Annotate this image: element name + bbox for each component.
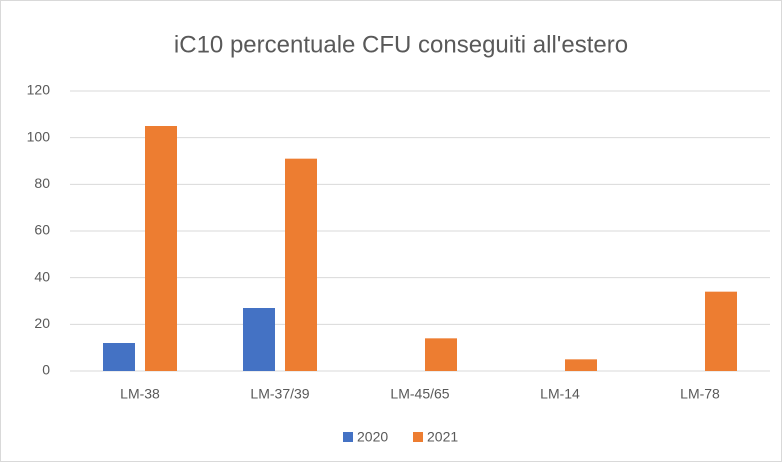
y-tick-label: 120 [27,82,51,98]
y-tick-label: 0 [42,362,50,378]
x-tick-label: LM-38 [120,386,160,402]
legend-label: 2021 [427,429,458,445]
chart-title: iC10 percentuale CFU conseguiti all'este… [174,31,628,58]
y-tick-label: 20 [34,315,50,331]
x-tick-label: LM-14 [540,386,580,402]
x-tick-label: LM-37/39 [250,386,309,402]
y-tick-label: 60 [34,222,50,238]
bar [243,308,275,371]
bar [285,158,317,371]
bar [705,291,737,371]
y-tick-label: 80 [34,175,50,191]
bar [145,126,177,371]
bar [103,343,135,371]
y-tick-label: 100 [27,128,51,144]
bar [425,338,457,371]
x-tick-label: LM-45/65 [390,386,449,402]
y-tick-label: 40 [34,268,50,284]
legend-swatch [413,432,423,442]
x-tick-label: LM-78 [680,386,720,402]
legend-label: 2020 [357,429,388,445]
legend-swatch [343,432,353,442]
bar [565,359,597,371]
